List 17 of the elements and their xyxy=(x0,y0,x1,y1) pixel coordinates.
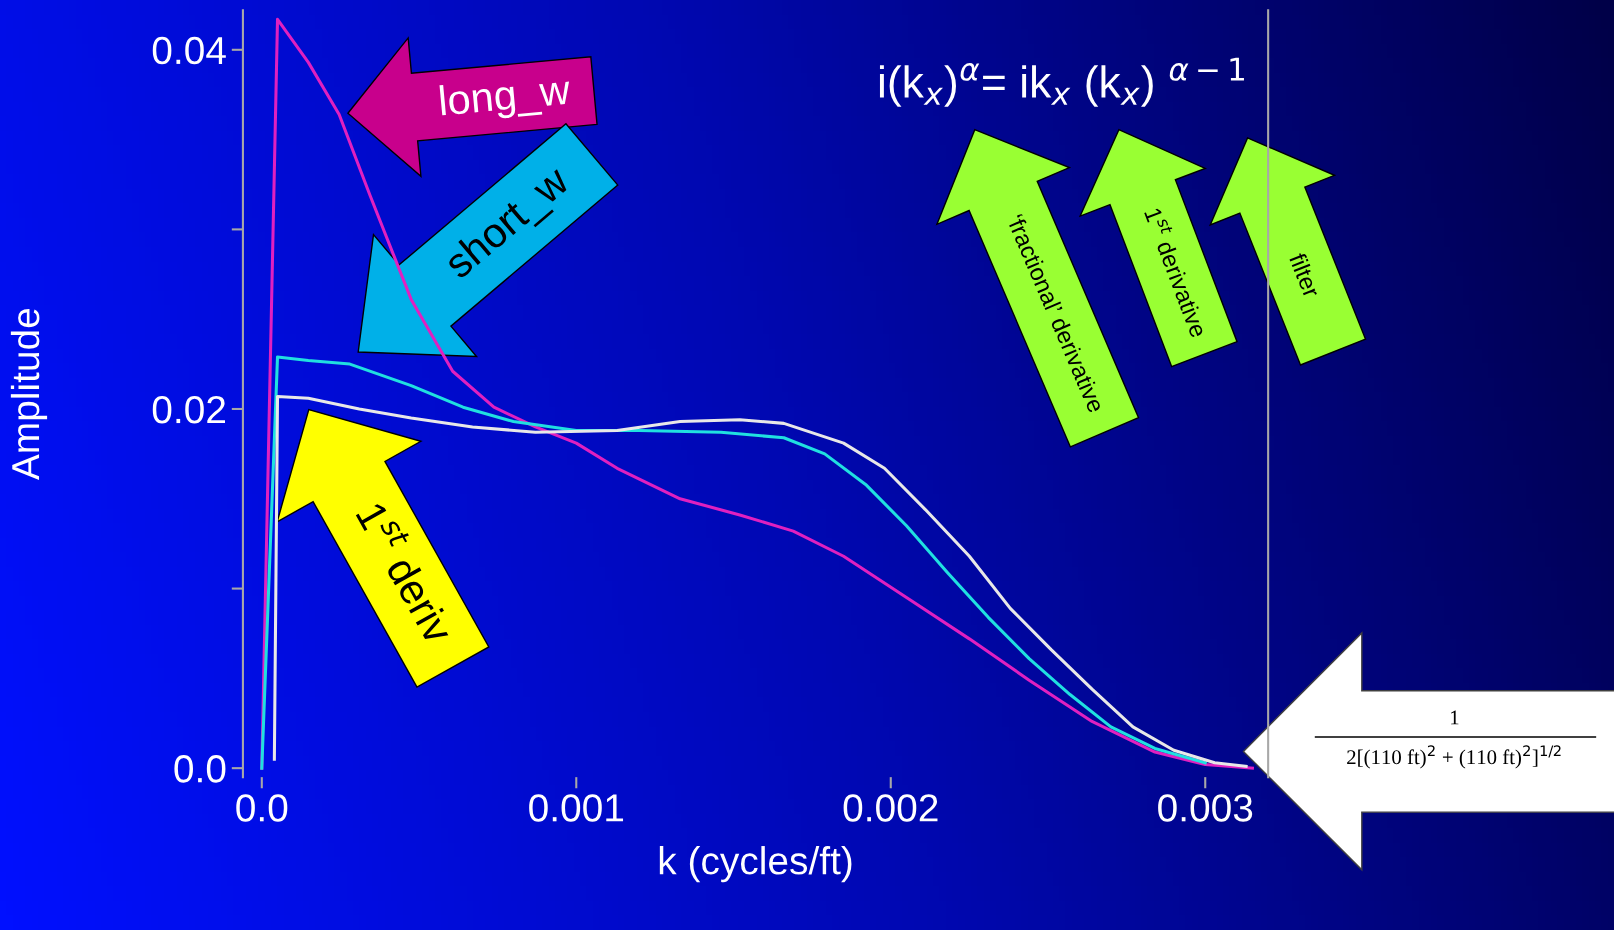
annotation: 1$^{st}$deriv xyxy=(355,497,461,647)
annotation: 1$^{st}$ derivative xyxy=(1144,205,1212,339)
x-axis-title: k (cycles/ft) xyxy=(659,846,852,883)
y-tick-label: 0.02 xyxy=(152,395,226,424)
line-series xyxy=(260,17,1254,770)
text: 1 xyxy=(1451,710,1459,725)
annotation: long_w xyxy=(439,73,572,124)
x-tick-label: 0.0 xyxy=(236,794,288,822)
y-axis-title: Amplitude xyxy=(10,308,48,481)
y-tick-label: 0.0 xyxy=(174,755,226,783)
text: 2[(110 ft)$^{2}$ + (110 ft)$^{2}$]$^{1/2}$ xyxy=(1347,745,1561,769)
x-tick-label: 0.002 xyxy=(843,794,938,822)
text: filter xyxy=(1288,251,1322,299)
x-tick-label: 0.003 xyxy=(1158,794,1253,822)
y-tick-label: 0.04 xyxy=(152,36,226,65)
x-tick-label: 0.001 xyxy=(529,794,624,822)
text: i(k$_{x}$)$^{α}$= ik$_{x}$ (k$_{x}$) $^{α−1}$ xyxy=(879,57,1244,107)
